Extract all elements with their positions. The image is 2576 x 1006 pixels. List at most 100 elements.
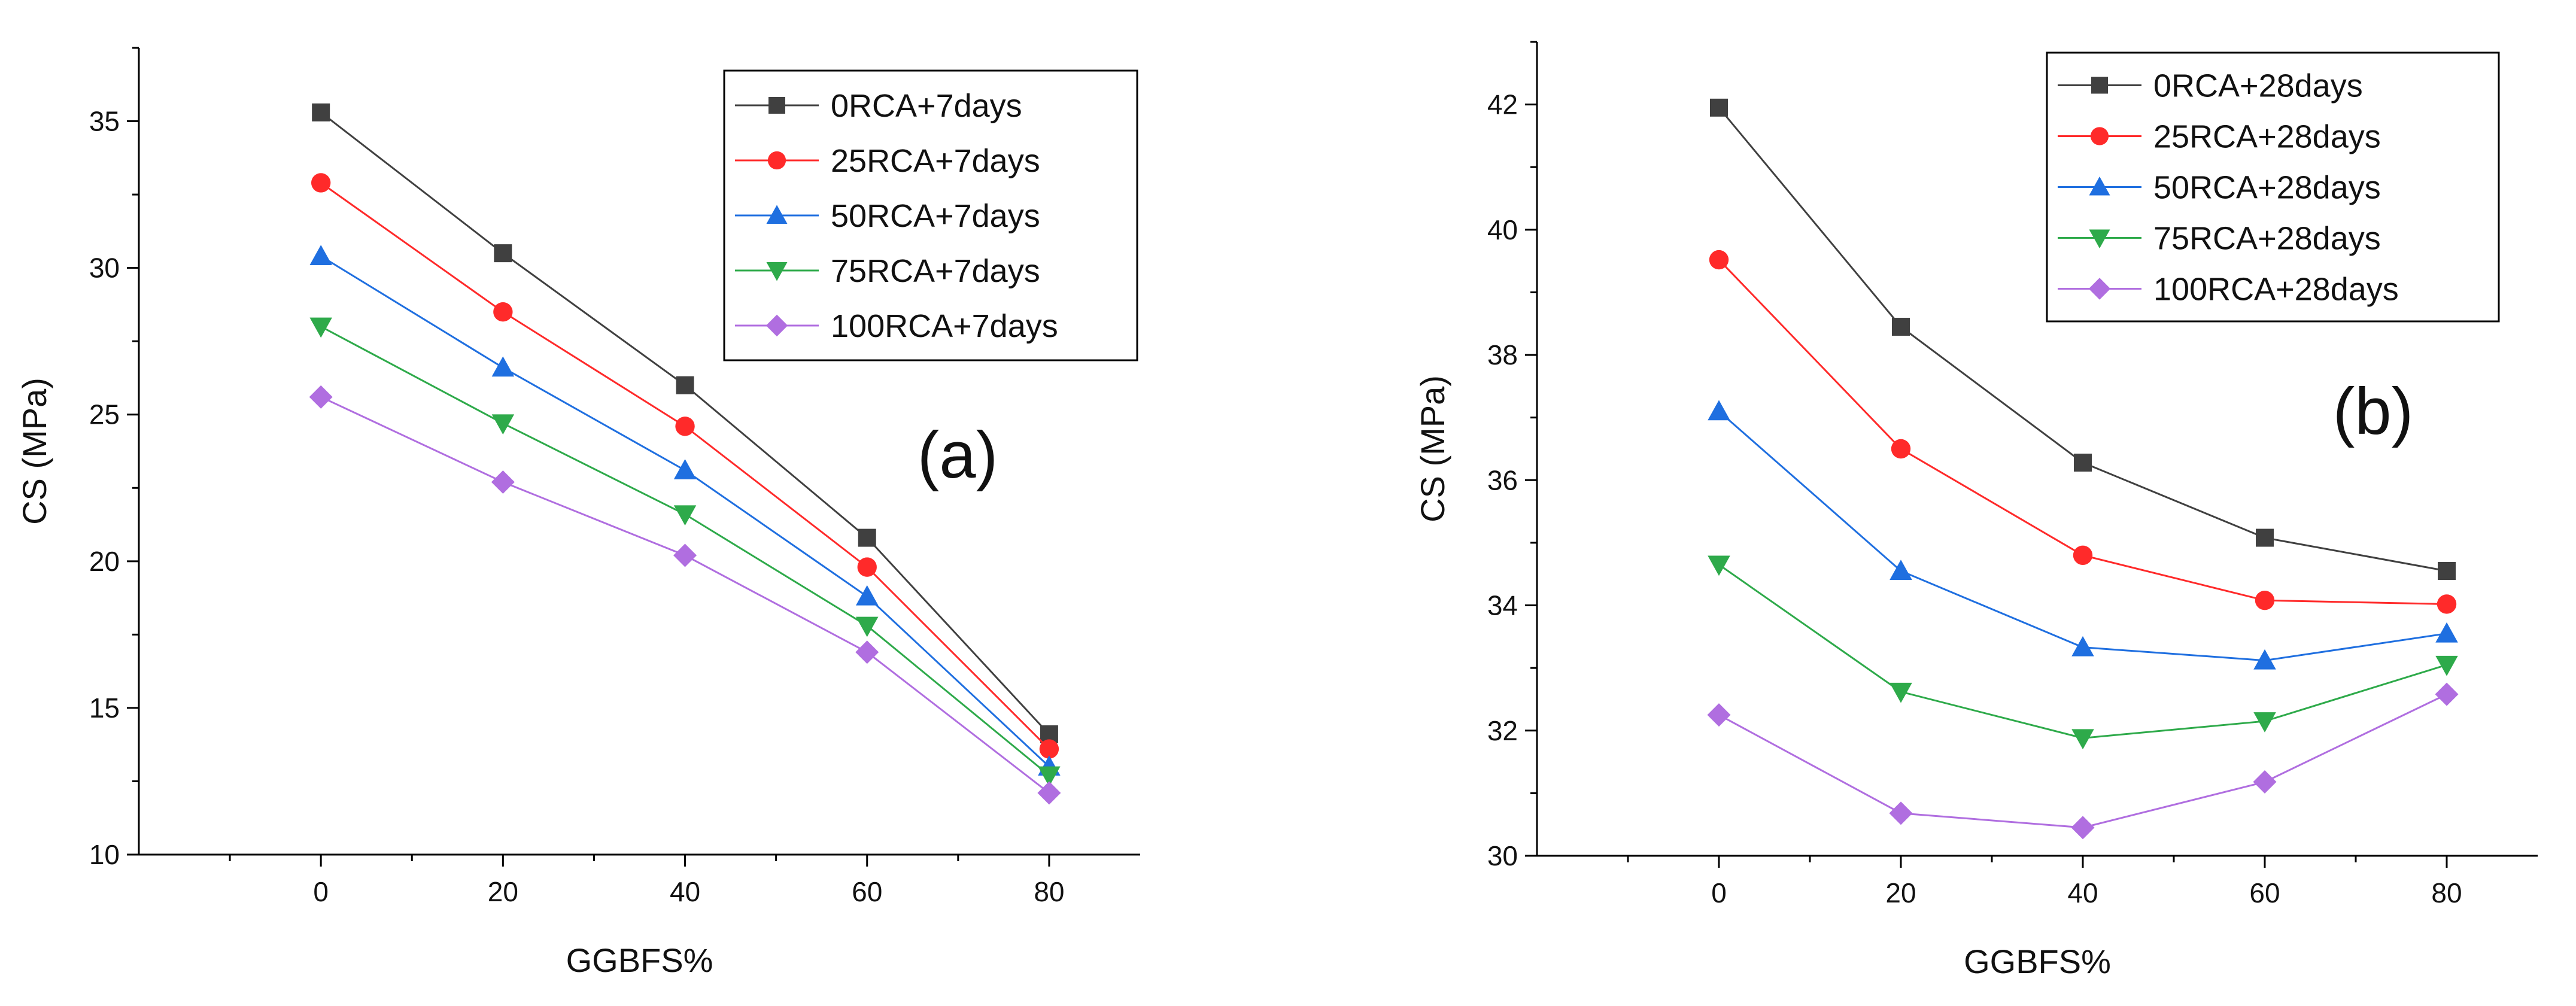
y-tick-label: 25: [89, 399, 120, 430]
data-point-4-1: [1889, 801, 1913, 825]
y-tick-label: 35: [89, 106, 120, 137]
data-point-1-0: [311, 173, 331, 193]
series-line-4: [1718, 693, 2447, 829]
y-tick-label: 42: [1487, 89, 1518, 120]
y-tick-label: 30: [89, 253, 120, 284]
legend-marker-0: [768, 97, 785, 114]
legend-label-2: 50RCA+28days: [2153, 170, 2381, 206]
data-point-1-4: [1039, 739, 1059, 759]
data-point-3-2: [673, 505, 697, 526]
data-point-2-2: [673, 459, 697, 479]
legend-label-0: 0RCA+28days: [2153, 68, 2363, 104]
data-point-0-3: [2256, 528, 2274, 547]
legend-label-4: 100RCA+28days: [2153, 272, 2399, 308]
legend-marker-1: [767, 151, 786, 170]
y-tick-label: 30: [1487, 840, 1518, 871]
legend: 0RCA+7days 25RCA+7days 50RCA+7days 75RCA+7d…: [723, 69, 1138, 361]
data-point-4-0: [1707, 703, 1731, 727]
legend-label-4: 100RCA+7days: [831, 308, 1058, 344]
x-tick-label: 20: [488, 876, 518, 907]
data-point-4-3: [855, 640, 879, 664]
data-point-3-3: [2253, 712, 2276, 733]
x-tick-label: 60: [852, 876, 882, 907]
x-tick-label: 60: [2249, 877, 2280, 908]
legend-marker-4: [2088, 278, 2111, 300]
x-tick-label: 80: [1034, 876, 1064, 907]
x-tick-label: 40: [670, 876, 700, 907]
data-point-0-2: [676, 376, 694, 394]
data-point-2-1: [1890, 560, 1912, 580]
data-point-2-0: [309, 245, 332, 266]
legend: 0RCA+28days 25RCA+28days 50RCA+28days 75RCA…: [2046, 51, 2500, 323]
x-axis-label: GGBFS%: [566, 941, 713, 979]
data-point-2-3: [855, 585, 879, 606]
data-point-2-0: [1708, 400, 1730, 421]
data-point-3-0: [1708, 555, 1730, 576]
legend-label-2: 50RCA+7days: [831, 198, 1040, 234]
legend-label-3: 75RCA+7days: [831, 253, 1040, 289]
data-point-3-2: [2071, 729, 2094, 750]
data-point-4-4: [1037, 781, 1061, 805]
legend-marker-3: [766, 262, 788, 281]
y-tick-label: 36: [1487, 464, 1518, 496]
data-point-1-1: [493, 302, 513, 322]
y-axis-label: CS (MPa): [16, 378, 53, 525]
legend-marker-4: [765, 314, 788, 337]
y-tick-label: 15: [89, 692, 120, 724]
data-point-4-4: [2435, 682, 2459, 706]
legend-marker-3: [2089, 229, 2110, 248]
x-tick-label: 0: [1711, 877, 1727, 908]
data-point-1-3: [857, 557, 877, 577]
data-point-0-0: [1710, 98, 1728, 117]
legend-label-0: 0RCA+7days: [831, 88, 1022, 124]
data-point-0-0: [312, 103, 330, 121]
data-point-3-4: [2435, 655, 2458, 676]
x-tick-label: 40: [2067, 877, 2098, 908]
y-tick-label: 20: [89, 546, 120, 577]
data-point-1-0: [1709, 250, 1729, 270]
data-point-1-3: [2255, 590, 2275, 610]
data-point-0-3: [858, 528, 876, 547]
data-point-1-2: [675, 417, 695, 436]
data-point-3-1: [491, 414, 515, 435]
data-point-4-0: [309, 385, 333, 409]
legend-label-3: 75RCA+28days: [2153, 221, 2381, 257]
data-point-0-2: [2074, 454, 2092, 472]
data-point-0-1: [1892, 318, 1910, 336]
legend-label-1: 25RCA+7days: [831, 143, 1040, 179]
x-tick-label: 80: [2431, 877, 2462, 908]
legend-marker-0: [2091, 77, 2108, 94]
legend-marker-2: [2089, 177, 2110, 196]
data-point-1-4: [2437, 594, 2457, 614]
x-tick-label: 0: [313, 876, 329, 907]
legend-marker-2: [766, 205, 788, 224]
data-point-4-2: [673, 543, 697, 567]
x-tick-label: 20: [1885, 877, 1916, 908]
data-point-3-0: [309, 317, 332, 338]
y-tick-label: 40: [1487, 214, 1518, 245]
data-point-1-1: [1891, 439, 1911, 459]
data-point-4-3: [2253, 770, 2277, 794]
panel-label: (a): [918, 418, 998, 492]
y-tick-label: 38: [1487, 339, 1518, 370]
data-point-2-2: [2071, 636, 2094, 657]
data-point-3-1: [1890, 682, 1912, 703]
data-point-2-3: [2253, 649, 2276, 670]
series-line-2: [1718, 411, 2447, 662]
chart-b: 30 32 34 36 38 40 42 0 20 40 60 80 GGBFS% CS (MPa) 0RC…: [1414, 41, 2538, 980]
data-point-0-4: [2438, 562, 2456, 580]
legend-label-1: 25RCA+28days: [2153, 119, 2381, 155]
y-tick-label: 10: [89, 839, 120, 870]
data-point-1-2: [2073, 545, 2093, 566]
panel-label: (b): [2333, 375, 2413, 448]
legend-marker-1: [2090, 127, 2109, 145]
data-point-2-1: [491, 356, 515, 377]
data-point-2-4: [2435, 622, 2458, 643]
data-point-4-1: [491, 470, 515, 494]
y-axis-label: CS (MPa): [1414, 375, 1451, 522]
chart-a: 10 15 20 25 30 35 0 20 40 60 80 GGBFS% CS (MPa) 0RCA+…: [16, 47, 1140, 979]
data-point-3-3: [855, 616, 879, 637]
data-point-3-4: [1038, 766, 1061, 787]
y-tick-label: 34: [1487, 590, 1518, 621]
